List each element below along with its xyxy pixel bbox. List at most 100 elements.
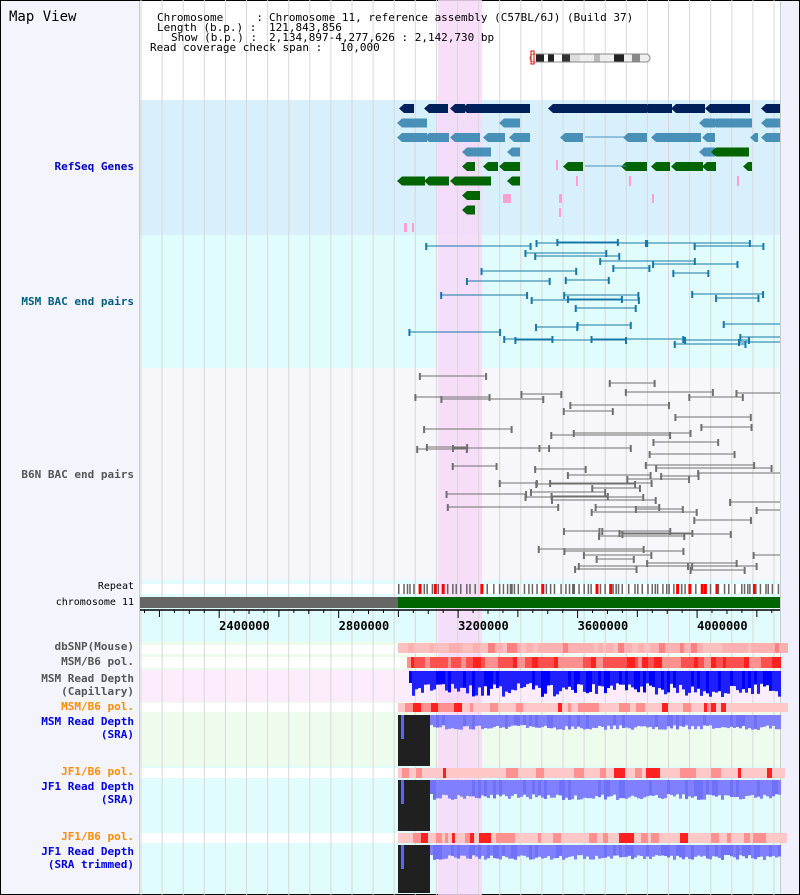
jf1-b6-polymorphism-trim xyxy=(436,833,445,843)
msm-depth-capillary-bar xyxy=(595,671,598,694)
ideogram-band xyxy=(570,54,580,62)
track-label-refseq[interactable]: RefSeq Genes xyxy=(54,160,134,173)
track-label-msm-depth-cap[interactable]: MSM Read Depth xyxy=(41,672,134,685)
jf1-b6-polymorphism xyxy=(749,768,758,778)
gene-exon xyxy=(568,162,583,171)
repeat-element xyxy=(749,584,751,594)
track-label-dbsnp[interactable]: dbSNP(Mouse) xyxy=(54,640,134,653)
repeat-element xyxy=(676,584,680,594)
ideogram-band xyxy=(624,54,632,62)
msm-b6-polymorphism-sra xyxy=(473,703,482,712)
jf1-depth-trim-bar xyxy=(448,845,451,856)
msm-depth-capillary-bar xyxy=(586,671,589,694)
jf1-depth-sra-bar xyxy=(703,780,706,800)
track-label-jf1-b6-pol-2[interactable]: JF1/B6 pol. xyxy=(61,830,134,843)
repeat-element xyxy=(734,584,736,594)
dbsnp-density xyxy=(659,643,668,653)
track-label-jf1-b6-pol[interactable]: JF1/B6 pol. xyxy=(61,765,134,778)
b6n-bac-pair-end xyxy=(689,430,692,437)
jf1-depth-trim-bar xyxy=(544,845,547,858)
msm-depth-sra-bar xyxy=(442,715,445,726)
repeat-element xyxy=(703,584,707,594)
msm-depth-capillary-bar xyxy=(523,671,526,688)
msm-depth-capillary-bar xyxy=(760,671,763,684)
gene-exon xyxy=(656,162,670,171)
msm-depth-sra-bar xyxy=(625,715,628,728)
msm-b6-polymorphism xyxy=(591,657,600,668)
jf1-b6-polymorphism-trim xyxy=(675,833,684,843)
b6n-bac-pair-end xyxy=(743,567,746,574)
msm-depth-capillary-bar xyxy=(535,671,538,686)
repeat-element xyxy=(747,584,749,594)
jf1-b6-polymorphism-trim xyxy=(611,833,620,843)
msm-b6-polymorphism-sra xyxy=(516,703,525,712)
jf1-depth-sra-bar xyxy=(721,780,724,800)
jf1-depth-trim-bar xyxy=(430,845,433,856)
jf1-b6-polymorphism-trim xyxy=(474,833,483,843)
msm-b6-polymorphism xyxy=(466,657,475,668)
jf1-depth-sra-bar xyxy=(667,780,670,795)
jf1-depth-trim-bar xyxy=(757,845,760,858)
msm-depth-sra-bar xyxy=(541,715,544,728)
msm-bac-pair-end xyxy=(465,278,468,285)
msm-b6-polymorphism xyxy=(687,657,696,668)
msm-depth-capillary-bar xyxy=(742,671,745,690)
b6n-bac-pair-end xyxy=(495,463,498,470)
gene-exon xyxy=(716,118,752,128)
b6n-bac-pair-end xyxy=(689,567,692,574)
scroll-strip[interactable] xyxy=(780,1,799,894)
dbsnp-density xyxy=(521,643,530,653)
jf1-depth-trim-bar xyxy=(460,845,463,856)
track-label-msm-depth-sra[interactable]: MSM Read Depth xyxy=(41,715,134,728)
jf1-b6-polymorphism xyxy=(579,768,588,778)
track-label-msm-b6-pol-2[interactable]: MSM/B6 pol. xyxy=(61,700,134,713)
b6n-bac-pair-end xyxy=(451,445,454,452)
msm-depth-sra-bar xyxy=(439,715,442,728)
b6n-bac-pair-end xyxy=(642,546,645,553)
jf1-depth-sra-bar xyxy=(769,780,772,799)
gene-arrow xyxy=(711,118,716,128)
msm-depth-sra-bar xyxy=(664,715,667,730)
jf1-depth-sra-bar xyxy=(526,780,529,798)
repeat-element xyxy=(549,584,552,594)
repeat-element xyxy=(446,584,449,594)
jf1-depth-sra-bar xyxy=(517,780,520,798)
msm-b6-polymorphism-sra xyxy=(716,703,725,712)
b6n-bac-pair-end xyxy=(669,528,672,535)
gene-arrow xyxy=(671,104,676,113)
track-label-b6n-bac[interactable]: B6N BAC end pairs xyxy=(21,468,134,481)
track-label-jf1-depth-trim[interactable]: JF1 Read Depth xyxy=(41,845,134,858)
b6n-bac-pair-end xyxy=(425,444,428,451)
track-label-jf1-depth-sra[interactable]: JF1 Read Depth xyxy=(41,780,134,793)
msm-b6-polymorphism-sra xyxy=(454,703,463,712)
msm-b6-polymorphism xyxy=(525,657,534,668)
jf1-depth-sra-bar xyxy=(604,780,607,800)
b6n-bac-pair-end xyxy=(582,552,585,559)
jf1-depth-sra-bar xyxy=(712,780,715,796)
track-label-msm-bac[interactable]: MSM BAC end pairs xyxy=(21,295,134,308)
b6n-bac-pair-end xyxy=(646,560,649,567)
msm-depth-capillary-bar xyxy=(649,671,652,686)
depth-bar xyxy=(401,845,404,869)
msm-depth-capillary-bar xyxy=(634,671,637,690)
repeat-element xyxy=(536,584,538,594)
msm-b6-polymorphism xyxy=(726,657,735,668)
msm-b6-polymorphism xyxy=(648,657,657,668)
b6n-bac-pair-end xyxy=(550,432,553,439)
repeat-element xyxy=(480,584,484,594)
pseudogene-mark xyxy=(503,194,511,203)
jf1-depth-trim-bar xyxy=(691,845,694,860)
track-label-msm-b6-pol[interactable]: MSM/B6 pol. xyxy=(61,655,134,668)
msm-bac-pair-end xyxy=(684,337,687,344)
jf1-depth-sra-bar xyxy=(514,780,517,795)
repeat-element xyxy=(617,584,620,594)
gene-arrow xyxy=(483,133,488,142)
jf1-depth-trim-bar xyxy=(589,845,592,860)
msm-depth-sra-bar xyxy=(529,715,532,727)
jf1-depth-sra-bar xyxy=(481,780,484,796)
dbsnp-density xyxy=(480,643,489,653)
repeat-element xyxy=(545,584,548,594)
dbsnp-density xyxy=(403,643,412,653)
msm-depth-capillary-bar xyxy=(616,671,619,684)
